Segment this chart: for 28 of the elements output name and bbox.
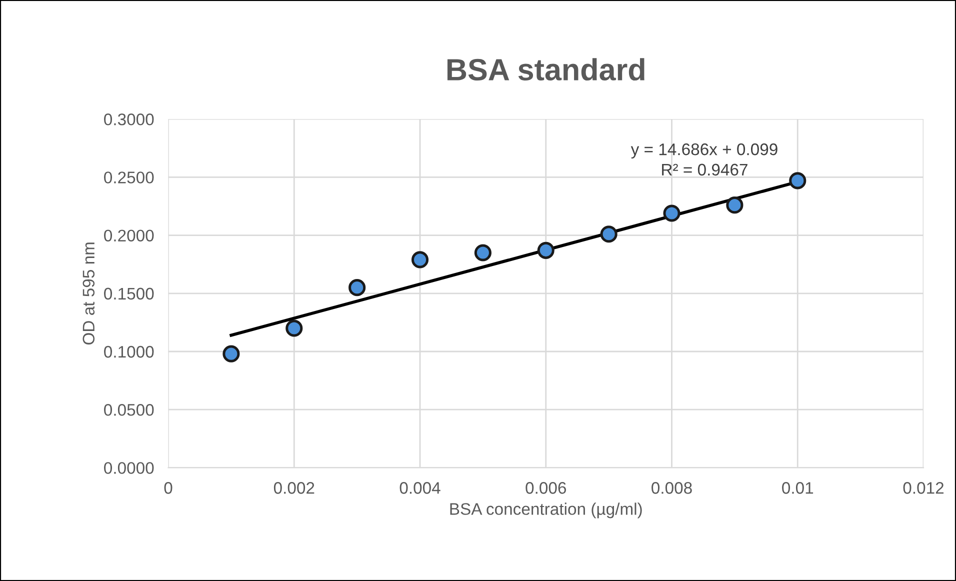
- point: [474, 244, 492, 262]
- chart-title: BSA standard: [447, 58, 644, 81]
- y-axis-title: OD at 595 nm: [82, 242, 95, 344]
- y-tick-label: 0.0000: [104, 462, 154, 474]
- y-tick-label: 0.1500: [104, 288, 154, 300]
- point: [222, 345, 240, 362]
- x-tick-label: 0.01: [782, 482, 814, 494]
- point: [286, 320, 303, 337]
- x-tick-label: 0.008: [652, 482, 692, 494]
- point: [600, 226, 618, 243]
- point: [348, 279, 366, 296]
- point: [789, 172, 806, 190]
- x-tick-label: 0: [164, 482, 172, 494]
- x-tick-label: 0.004: [400, 482, 440, 494]
- point: [537, 242, 554, 259]
- y-tick-label: 0.2000: [104, 230, 154, 242]
- x-tick-label: 0.012: [903, 482, 944, 494]
- y-tick-label: 0.1000: [104, 346, 154, 358]
- point: [726, 196, 744, 214]
- x-tick-label: 0.002: [274, 482, 314, 494]
- y-tick-label: 0.2500: [104, 172, 154, 184]
- y-tick-label: 0.0500: [104, 404, 154, 416]
- point: [663, 204, 680, 222]
- annotation: y = 14.686x + 0.099 R² = 0.9467: [630, 143, 778, 176]
- y-tick-label: 0.3000: [104, 114, 154, 126]
- x-tick-label: 0.006: [526, 482, 566, 494]
- x-axis-title: BSA concentration (µg/ml): [450, 502, 642, 518]
- point: [411, 251, 429, 268]
